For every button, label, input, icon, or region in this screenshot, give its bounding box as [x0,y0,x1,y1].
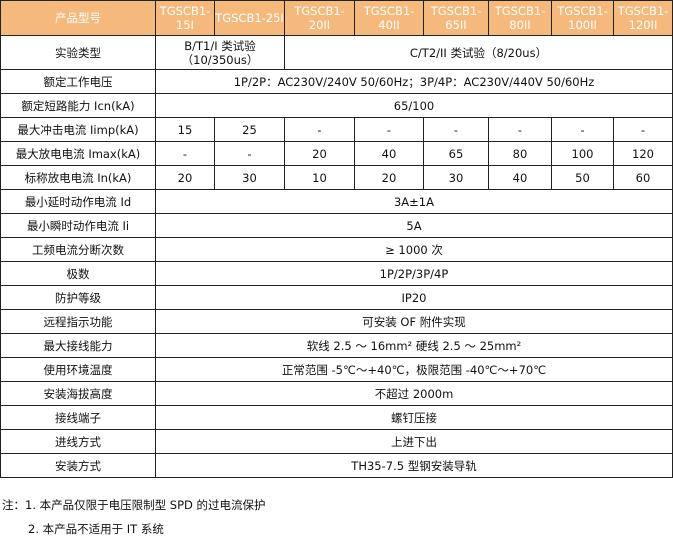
row-value: 5A [155,213,673,238]
value-cell: 65 [423,141,489,166]
row-label: 最大放电电流 Imax(kA) [0,141,156,166]
row-value: TH35-7.5 型钢安装导轨 [155,453,673,478]
row-label: 最小延时动作电流 Id [0,189,156,214]
model-header: TGSCB1-40II [354,0,424,36]
table-row: 工频电流分断次数 ≥ 1000 次 [0,237,673,262]
value-cell: 10 [284,165,355,190]
class1-cell: B/T1/I 类试验 （10/350us） [155,35,285,70]
row-label: 额定工作电压 [0,69,156,94]
value-cell: 120 [613,141,673,166]
model-header: TGSCB1-100II [551,0,614,36]
value-cell: - [284,117,355,142]
value-cell: 40 [488,165,552,190]
value-cell: 30 [214,165,285,190]
notes: 注：1. 本产品仅限于电压限制型 SPD 的过电流保护 2. 本产品不适用于 I… [2,493,266,541]
row-label: 安装方式 [0,453,156,478]
row-label: 使用环境温度 [0,357,156,382]
row-label: 远程指示功能 [0,309,156,334]
value-cell: - [214,141,285,166]
value-cell: 20 [284,141,355,166]
table-row: 极数 1P/2P/3P/4P [0,261,673,286]
row-label: 标称放电电流 In(kA) [0,165,156,190]
model-header: TGSCB1-20II [284,0,355,36]
value-cell: - [488,117,552,142]
row-value: ≥ 1000 次 [155,237,673,262]
row-label: 安装海拔高度 [0,381,156,406]
class1-line2: （10/350us） [181,52,259,67]
value-cell: 25 [214,117,285,142]
row-label: 额定短路能力 Icn(kA) [0,93,156,118]
table-row: 额定短路能力 Icn(kA) 65/100 [0,93,673,118]
spec-table: 产品型号 TGSCB1-15I TGSCB1-25I TGSCB1-20II T… [0,0,673,478]
model-header: TGSCB1-15I [155,0,215,36]
table-row: 进线方式 上进下出 [0,429,673,454]
value-cell: 30 [423,165,489,190]
table-row: 最大接线能力 软线 2.5 ～ 16mm² 硬线 2.5 ～ 25mm² [0,333,673,358]
value-cell: 50 [551,165,614,190]
row-value: 软线 2.5 ～ 16mm² 硬线 2.5 ～ 25mm² [155,333,673,358]
row-label: 工频电流分断次数 [0,237,156,262]
value-cell: 20 [354,165,424,190]
value-cell: 15 [155,117,215,142]
table-row: 额定工作电压 1P/2P：AC230V/240V 50/60Hz；3P/4P：AC… [0,69,673,94]
table-row: 安装海拔高度 不超过 2000m [0,381,673,406]
value-cell: 60 [613,165,673,190]
class2-cell: C/T2/II 类试验（8/20us） [284,35,673,70]
model-header: TGSCB1-65II [423,0,489,36]
note-2: 2. 本产品不适用于 IT 系统 [28,522,164,536]
row-label: 极数 [0,261,156,286]
model-header: TGSCB1-120II [613,0,673,36]
row-value: 不超过 2000m [155,381,673,406]
value-cell: - [551,117,614,142]
table-row: 防护等级 IP20 [0,285,673,310]
row-label: 最小瞬时动作电流 Ii [0,213,156,238]
row-value: 正常范围 -5℃～+40℃，极限范围 -40℃～+70℃ [155,357,673,382]
table-row: 最大放电电流 Imax(kA) - -20 40 65 80 100 120 [0,141,673,166]
table-row: 安装方式 TH35-7.5 型钢安装导轨 [0,453,673,478]
row-label: 最大接线能力 [0,333,156,358]
header-label: 产品型号 [0,0,156,36]
table-row: 远程指示功能 可安装 OF 附件实现 [0,309,673,334]
value-cell: - [354,117,424,142]
row-value: 3A±1A [155,189,673,214]
row-value: IP20 [155,285,673,310]
value-cell: 100 [551,141,614,166]
row-value: 65/100 [155,93,673,118]
table-row: 接线端子 螺钉压接 [0,405,673,430]
value-cell: 80 [488,141,552,166]
value-cell: - [423,117,489,142]
row-value: 上进下出 [155,429,673,454]
value-cell: 40 [354,141,424,166]
model-header: TGSCB1-80II [488,0,552,36]
table-row: 实验类型 B/T1/I 类试验 （10/350us） C/T2/II 类试验（8/… [0,35,673,70]
model-header: TGSCB1-25I [214,0,285,36]
row-label: 接线端子 [0,405,156,430]
value-cell: - [155,141,215,166]
table-row: 最小延时动作电流 Id 3A±1A [0,189,673,214]
row-value: 1P/2P/3P/4P [155,261,673,286]
header-row: 产品型号 TGSCB1-15I TGSCB1-25I TGSCB1-20II T… [0,0,673,36]
table-row: 使用环境温度 正常范围 -5℃～+40℃，极限范围 -40℃～+70℃ [0,357,673,382]
row-value: 可安装 OF 附件实现 [155,309,673,334]
row-label: 最大冲击电流 Iimp(kA) [0,117,156,142]
row-value: 1P/2P：AC230V/240V 50/60Hz；3P/4P：AC230V/4… [155,69,673,94]
class1-line1: B/T1/I 类试验 [184,38,256,53]
row-label: 防护等级 [0,285,156,310]
table-row: 标称放电电流 In(kA) 20 30 10 20 30 40 50 60 [0,165,673,190]
note-1: 注：1. 本产品仅限于电压限制型 SPD 的过电流保护 [2,498,266,512]
value-cell: - [613,117,673,142]
value-cell: 20 [155,165,215,190]
row-label: 进线方式 [0,429,156,454]
table-row: 最小瞬时动作电流 Ii 5A [0,213,673,238]
row-value: 螺钉压接 [155,405,673,430]
row-label: 实验类型 [0,35,156,70]
table-row: 最大冲击电流 Iimp(kA) 15 25- - - - - - [0,117,673,142]
